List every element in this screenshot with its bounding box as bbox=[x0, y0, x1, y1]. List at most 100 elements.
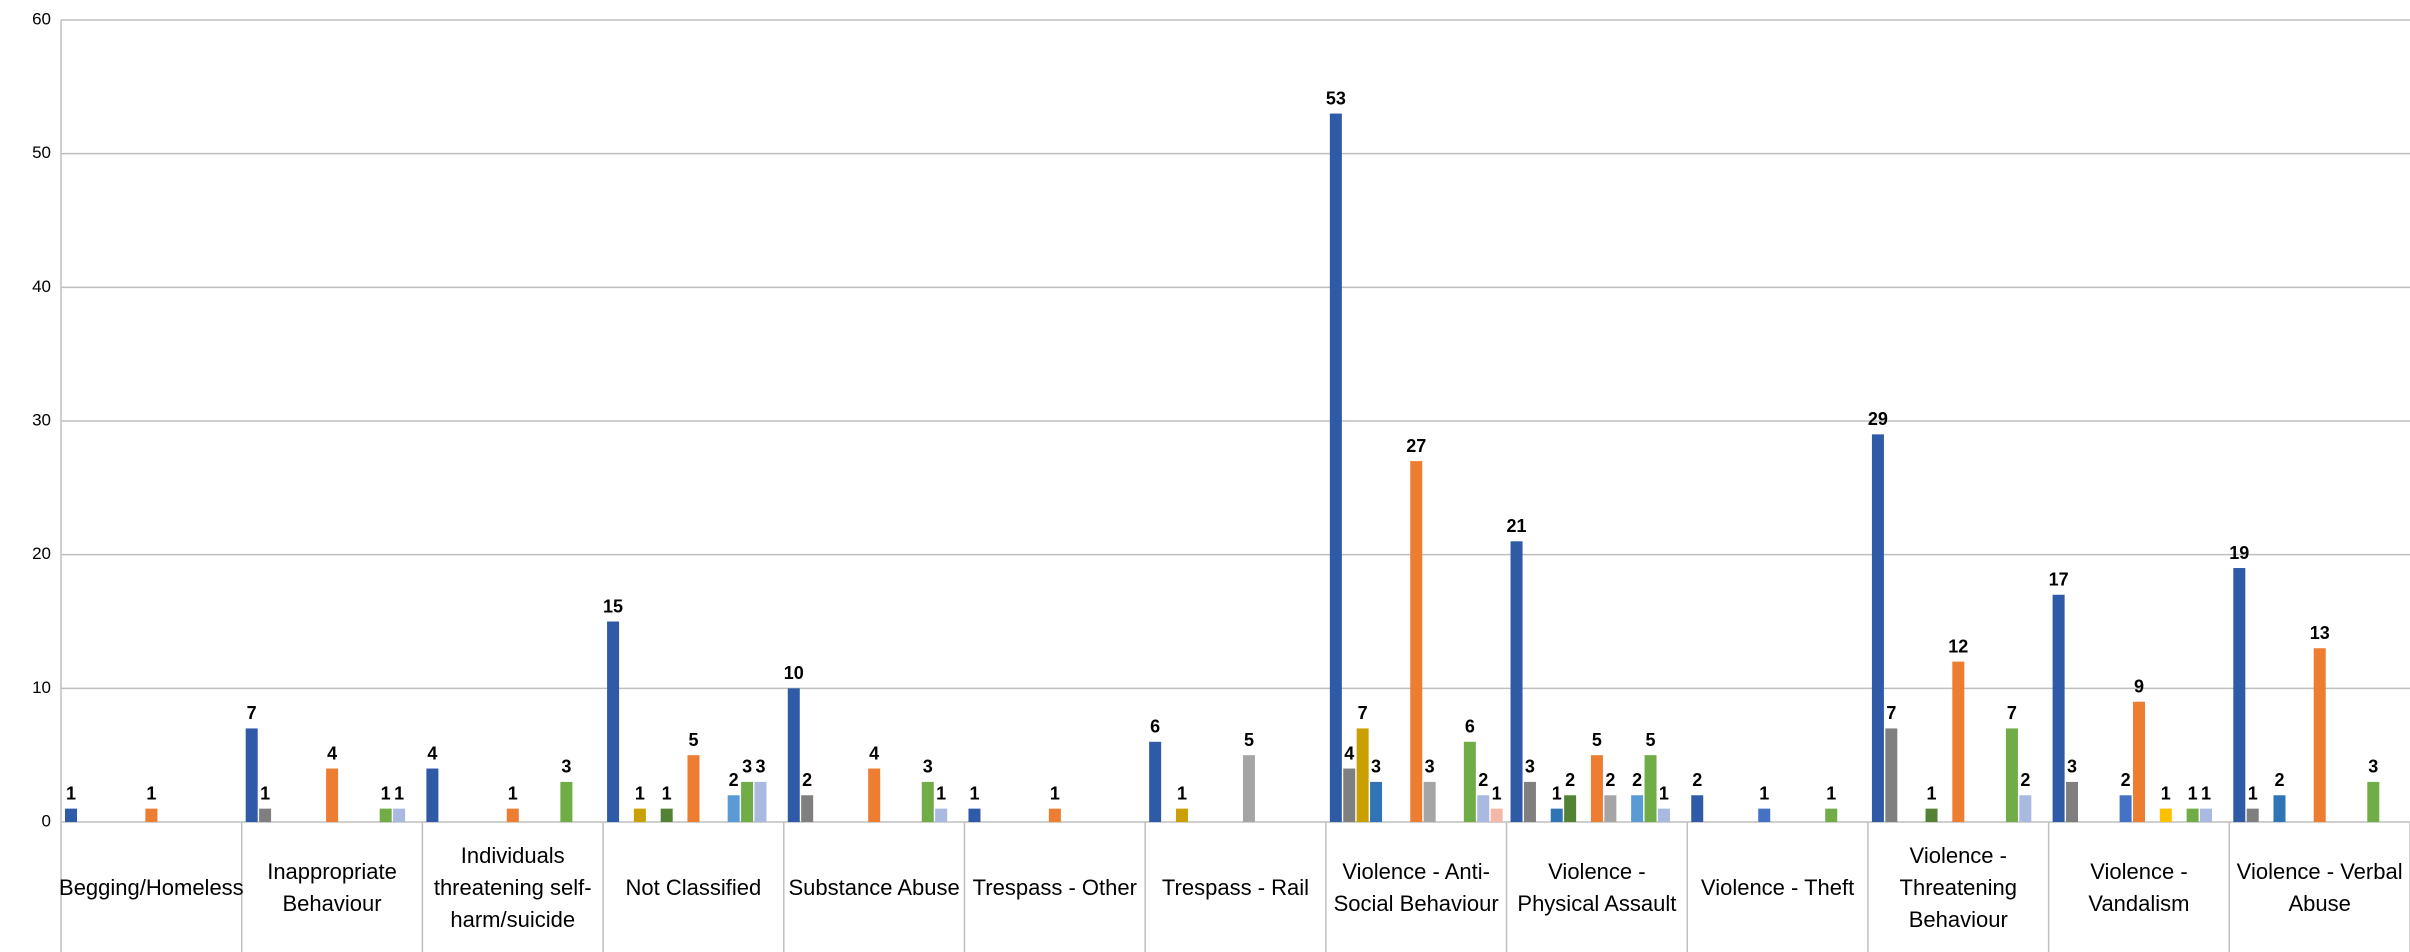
bar bbox=[921, 781, 934, 822]
x-tick-label: Inappropriate Behaviour bbox=[267, 859, 397, 916]
data-label: 29 bbox=[1868, 409, 1888, 429]
bar bbox=[1691, 795, 1704, 822]
data-label: 1 bbox=[969, 783, 979, 803]
data-label: 3 bbox=[2368, 757, 2378, 777]
data-label: 2 bbox=[802, 770, 812, 790]
data-label: 3 bbox=[755, 757, 765, 777]
bar bbox=[727, 795, 740, 822]
data-label: 2 bbox=[1692, 770, 1702, 790]
bar bbox=[1590, 755, 1603, 822]
data-label: 6 bbox=[1150, 717, 1160, 737]
x-tick-label: Violence - Theft bbox=[1700, 875, 1855, 901]
bar bbox=[1175, 808, 1188, 822]
bar bbox=[1871, 434, 1884, 822]
data-label: 15 bbox=[603, 596, 623, 616]
bar bbox=[426, 768, 439, 822]
bar bbox=[801, 795, 814, 822]
data-label: 1 bbox=[2248, 783, 2258, 803]
bar bbox=[326, 768, 339, 822]
bar bbox=[2119, 795, 2132, 822]
bar bbox=[2186, 808, 2199, 822]
bar bbox=[2273, 795, 2286, 822]
data-label: 2 bbox=[1605, 770, 1615, 790]
x-tick-label: Violence - Verbal Abuse bbox=[2236, 859, 2403, 916]
data-label: 1 bbox=[1050, 783, 1060, 803]
x-tick-label: Begging/Homeless bbox=[59, 875, 244, 901]
bar bbox=[1329, 113, 1342, 823]
data-label: 1 bbox=[1552, 783, 1562, 803]
data-label: 13 bbox=[2310, 623, 2330, 643]
bar bbox=[393, 808, 406, 822]
bar bbox=[1149, 741, 1162, 822]
y-tick-label: 50 bbox=[32, 143, 51, 162]
bar bbox=[2133, 701, 2146, 822]
bar bbox=[1356, 728, 1369, 822]
bar bbox=[754, 781, 767, 822]
data-label: 1 bbox=[1927, 783, 1937, 803]
bar bbox=[1564, 795, 1577, 822]
bar bbox=[1825, 808, 1838, 822]
data-label: 3 bbox=[1525, 757, 1535, 777]
data-label: 21 bbox=[1507, 516, 1527, 536]
data-label: 12 bbox=[1948, 636, 1968, 656]
data-label: 5 bbox=[1592, 730, 1602, 750]
bar bbox=[2367, 781, 2380, 822]
data-label: 1 bbox=[1492, 783, 1502, 803]
data-label: 2 bbox=[2275, 770, 2285, 790]
x-tick-label: Violence - Threatening Behaviour bbox=[1899, 843, 2017, 932]
bar bbox=[2200, 808, 2213, 822]
bar bbox=[1423, 781, 1436, 822]
x-tick-label: Trespass - Other bbox=[972, 875, 1137, 901]
data-label: 2 bbox=[2121, 770, 2131, 790]
bar bbox=[741, 781, 754, 822]
data-label: 1 bbox=[66, 783, 76, 803]
bar bbox=[1510, 541, 1523, 822]
bar bbox=[145, 808, 158, 822]
bar bbox=[560, 781, 573, 822]
data-label: 1 bbox=[2201, 783, 2211, 803]
bar bbox=[506, 808, 519, 822]
data-label: 1 bbox=[662, 783, 672, 803]
bar bbox=[2159, 808, 2172, 822]
y-tick-label: 0 bbox=[42, 811, 51, 830]
data-label: 3 bbox=[742, 757, 752, 777]
bar bbox=[2233, 568, 2246, 822]
bar bbox=[259, 808, 272, 822]
bar bbox=[1925, 808, 1938, 822]
data-label: 1 bbox=[394, 783, 404, 803]
x-tick-label: Trespass - Rail bbox=[1161, 875, 1310, 901]
data-label: 7 bbox=[1886, 703, 1896, 723]
data-label: 10 bbox=[784, 663, 804, 683]
bar bbox=[1370, 781, 1383, 822]
bar bbox=[1758, 808, 1771, 822]
bar bbox=[687, 755, 700, 822]
data-label: 1 bbox=[2161, 783, 2171, 803]
x-tick-label: Violence - Anti-Social Behaviour bbox=[1333, 859, 1499, 916]
bar bbox=[1477, 795, 1490, 822]
data-label: 1 bbox=[1177, 783, 1187, 803]
data-label: 5 bbox=[688, 730, 698, 750]
bar bbox=[1550, 808, 1563, 822]
y-tick-label: 10 bbox=[32, 678, 51, 697]
data-label: 4 bbox=[327, 743, 337, 763]
data-label: 2 bbox=[1478, 770, 1488, 790]
x-tick-label: Violence - Vandalism bbox=[2088, 859, 2190, 916]
data-label: 1 bbox=[1659, 783, 1669, 803]
data-label: 27 bbox=[1406, 436, 1426, 456]
bar bbox=[935, 808, 948, 822]
bar bbox=[1631, 795, 1644, 822]
bar bbox=[2246, 808, 2259, 822]
bar bbox=[968, 808, 981, 822]
bar bbox=[245, 728, 258, 822]
bar bbox=[660, 808, 673, 822]
data-label: 7 bbox=[1358, 703, 1368, 723]
data-label: 1 bbox=[260, 783, 270, 803]
bar bbox=[1490, 808, 1503, 822]
bar bbox=[379, 808, 392, 822]
x-tick-label: Not Classified bbox=[625, 875, 762, 901]
x-tick-label: Substance Abuse bbox=[788, 875, 960, 901]
y-tick-label: 20 bbox=[32, 544, 51, 563]
bar bbox=[1604, 795, 1617, 822]
bar bbox=[2052, 594, 2065, 822]
data-label: 3 bbox=[1425, 757, 1435, 777]
